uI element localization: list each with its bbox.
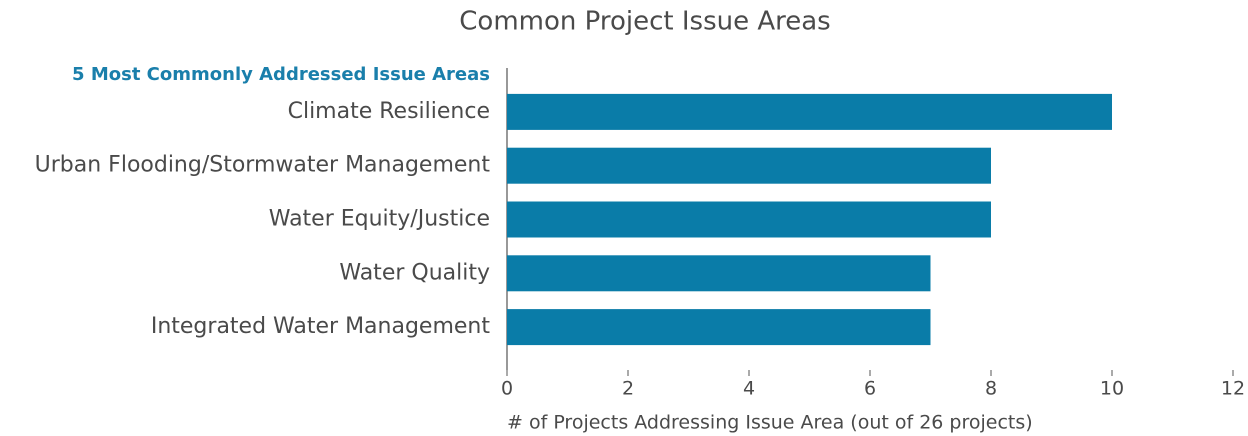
chart-title: Common Project Issue Areas <box>459 7 830 37</box>
bar <box>507 309 931 346</box>
bar <box>507 201 991 238</box>
chart-subtitle: 5 Most Commonly Addressed Issue Areas <box>72 64 490 85</box>
y-tick-label: Water Quality <box>339 260 490 285</box>
x-tick-label: 12 <box>1221 378 1245 400</box>
bar <box>507 93 1112 130</box>
bar <box>507 147 991 184</box>
x-tick-label: 10 <box>1100 378 1124 400</box>
y-tick-label: Urban Flooding/Stormwater Management <box>35 153 491 178</box>
y-tick-label: Integrated Water Management <box>151 314 491 339</box>
bar <box>507 255 931 292</box>
y-tick-label: Water Equity/Justice <box>269 207 490 232</box>
x-tick-label: 6 <box>864 378 876 400</box>
x-tick-label: 4 <box>743 378 755 400</box>
x-axis-label: # of Projects Addressing Issue Area (out… <box>507 412 1033 434</box>
y-tick-label: Climate Resilience <box>288 99 490 124</box>
x-tick-label: 8 <box>985 378 997 400</box>
x-tick-label: 2 <box>622 378 634 400</box>
x-tick-label: 0 <box>501 378 513 400</box>
